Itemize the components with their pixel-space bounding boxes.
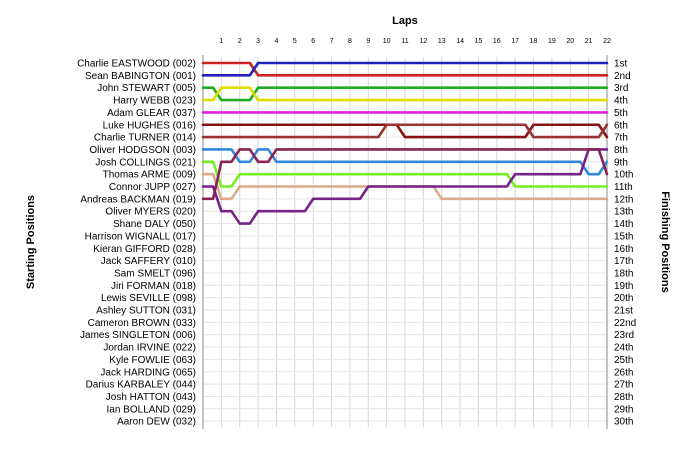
finishing-position-label: 25th	[614, 355, 633, 366]
starting-grid-label: Oliver MYERS (020)	[105, 207, 196, 218]
starting-grid-label: Charlie EASTWOOD (002)	[77, 59, 196, 70]
starting-grid-label: Thomas ARME (009)	[103, 170, 196, 181]
starting-grid-label: Luke HUGHES (016)	[103, 120, 196, 131]
lap-tick-label: 1	[219, 38, 223, 45]
starting-grid-label: Lewis SEVILLE (098)	[101, 293, 196, 304]
starting-grid-label: Jiri FORMAN (018)	[111, 281, 196, 292]
finishing-position-label: 15th	[614, 231, 633, 242]
starting-grid-label: Connor JUPP (027)	[109, 182, 196, 193]
right-axis-title: Finishing Positions	[659, 191, 671, 292]
finishing-position-label: 28th	[614, 392, 633, 403]
lap-tick-label: 10	[383, 38, 391, 45]
starting-grid-label: Adam GLEAR (037)	[107, 108, 196, 119]
finishing-position-label: 1st	[614, 59, 628, 70]
starting-grid-label: Sean BABINGTON (001)	[85, 71, 196, 82]
finishing-position-label: 4th	[614, 96, 628, 107]
finishing-position-label: 24th	[614, 343, 633, 354]
lap-tick-label: 4	[275, 38, 279, 45]
starting-grid-label: Jack HARDING (065)	[100, 367, 196, 378]
finishing-position-label: 12th	[614, 194, 633, 205]
series-lines	[201, 61, 609, 225]
top-axis-title: Laps	[392, 15, 418, 27]
finishing-position-label: 8th	[614, 145, 628, 156]
finishing-position-label: 27th	[614, 380, 633, 391]
lap-tick-labels: 1 2 3 4 5 6 7 8 9 10 11 12 13 14 15 16 17 18 19 20 21 22	[219, 38, 611, 45]
finishing-position-label: 16th	[614, 244, 633, 255]
finishing-position-label: 19th	[614, 281, 633, 292]
driver-line	[201, 148, 609, 225]
lap-tick-label: 17	[511, 38, 519, 45]
starting-grid-label: Harrison WIGNALL (017)	[85, 231, 196, 242]
lap-tick-label: 14	[456, 38, 464, 45]
finishing-position-label: 29th	[614, 404, 633, 415]
starting-grid-label: Cameron BROWN (033)	[88, 318, 196, 329]
driver-line	[201, 86, 609, 102]
finishing-position-label: 21st	[614, 306, 633, 317]
lap-tick-label: 22	[603, 38, 611, 45]
driver-line	[201, 148, 609, 201]
lap-tick-label: 7	[330, 38, 334, 45]
lap-tick-label: 16	[493, 38, 501, 45]
starting-grid-label: Ashley SUTTON (031)	[96, 306, 196, 317]
lap-tick-label: 8	[348, 38, 352, 45]
starting-grid-label: Aaron DEW (032)	[117, 417, 196, 428]
finishing-position-label: 5th	[614, 108, 628, 119]
starting-grid-label: Kyle FOWLIE (063)	[109, 355, 196, 366]
finishing-position-label: 9th	[614, 157, 628, 168]
finishing-position-label: 30th	[614, 417, 633, 428]
lap-tick-label: 5	[293, 38, 297, 45]
driver-line	[201, 61, 609, 77]
lap-tick-label: 9	[366, 38, 370, 45]
lap-tick-label: 20	[566, 38, 574, 45]
lap-tick-label: 3	[256, 38, 260, 45]
lap-tick-label: 11	[401, 38, 408, 45]
finishing-position-label: 13th	[614, 207, 633, 218]
starting-grid-label: Sam SMELT (096)	[114, 268, 196, 279]
finishing-position-label: 22nd	[614, 318, 636, 329]
starting-position-labels: Charlie EASTWOOD (002)Sean BABINGTON (00…	[77, 59, 196, 428]
lap-tick-label: 13	[438, 38, 446, 45]
starting-grid-label: Charlie TURNER (014)	[94, 133, 196, 144]
finishing-position-label: 23rd	[614, 330, 634, 341]
finishing-position-label: 10th	[614, 170, 633, 181]
starting-grid-label: Oliver HODGSON (003)	[89, 145, 196, 156]
lap-tick-label: 12	[419, 38, 427, 45]
finishing-position-label: 11th	[614, 182, 633, 193]
finishing-position-label: 7th	[614, 133, 628, 144]
finishing-position-label: 2nd	[614, 71, 631, 82]
finishing-position-label: 20th	[614, 293, 633, 304]
starting-grid-label: Ian BOLLAND (029)	[107, 404, 197, 415]
lap-tick-label: 21	[585, 38, 593, 45]
starting-grid-label: Kieran GIFFORD (028)	[93, 244, 196, 255]
starting-grid-label: Jordan IRVINE (022)	[103, 343, 196, 354]
starting-grid-label: Harry WEBB (023)	[113, 96, 196, 107]
starting-grid-label: Andreas BACKMAN (019)	[80, 194, 196, 205]
starting-grid-label: Jack SAFFERY (010)	[101, 256, 196, 267]
lap-tick-label: 2	[238, 38, 242, 45]
lap-tick-label: 15	[475, 38, 483, 45]
starting-grid-label: John STEWART (005)	[97, 83, 196, 94]
finishing-position-label: 6th	[614, 120, 628, 131]
finishing-position-label: 17th	[614, 256, 633, 267]
left-axis-title: Starting Positions	[25, 195, 37, 289]
finishing-position-label: 18th	[614, 268, 633, 279]
starting-grid-label: Shane DALY (050)	[113, 219, 196, 230]
lap-tick-label: 19	[548, 38, 556, 45]
starting-grid-label: Josh HATTON (043)	[106, 392, 196, 403]
driver-line	[201, 123, 609, 139]
starting-grid-label: Josh COLLINGS (021)	[95, 157, 196, 168]
finishing-position-label: 3rd	[614, 83, 628, 94]
driver-line	[201, 86, 609, 102]
driver-line	[201, 123, 609, 139]
driver-line	[201, 160, 609, 188]
starting-grid-label: Darius KARBALEY (044)	[86, 380, 196, 391]
starting-grid-label: James SINGLETON (006)	[80, 330, 196, 341]
finishing-position-label: 14th	[614, 219, 633, 230]
driver-line	[201, 61, 609, 77]
finishing-position-label: 26th	[614, 367, 633, 378]
lap-tick-label: 6	[311, 38, 315, 45]
lap-tick-label: 18	[530, 38, 538, 45]
